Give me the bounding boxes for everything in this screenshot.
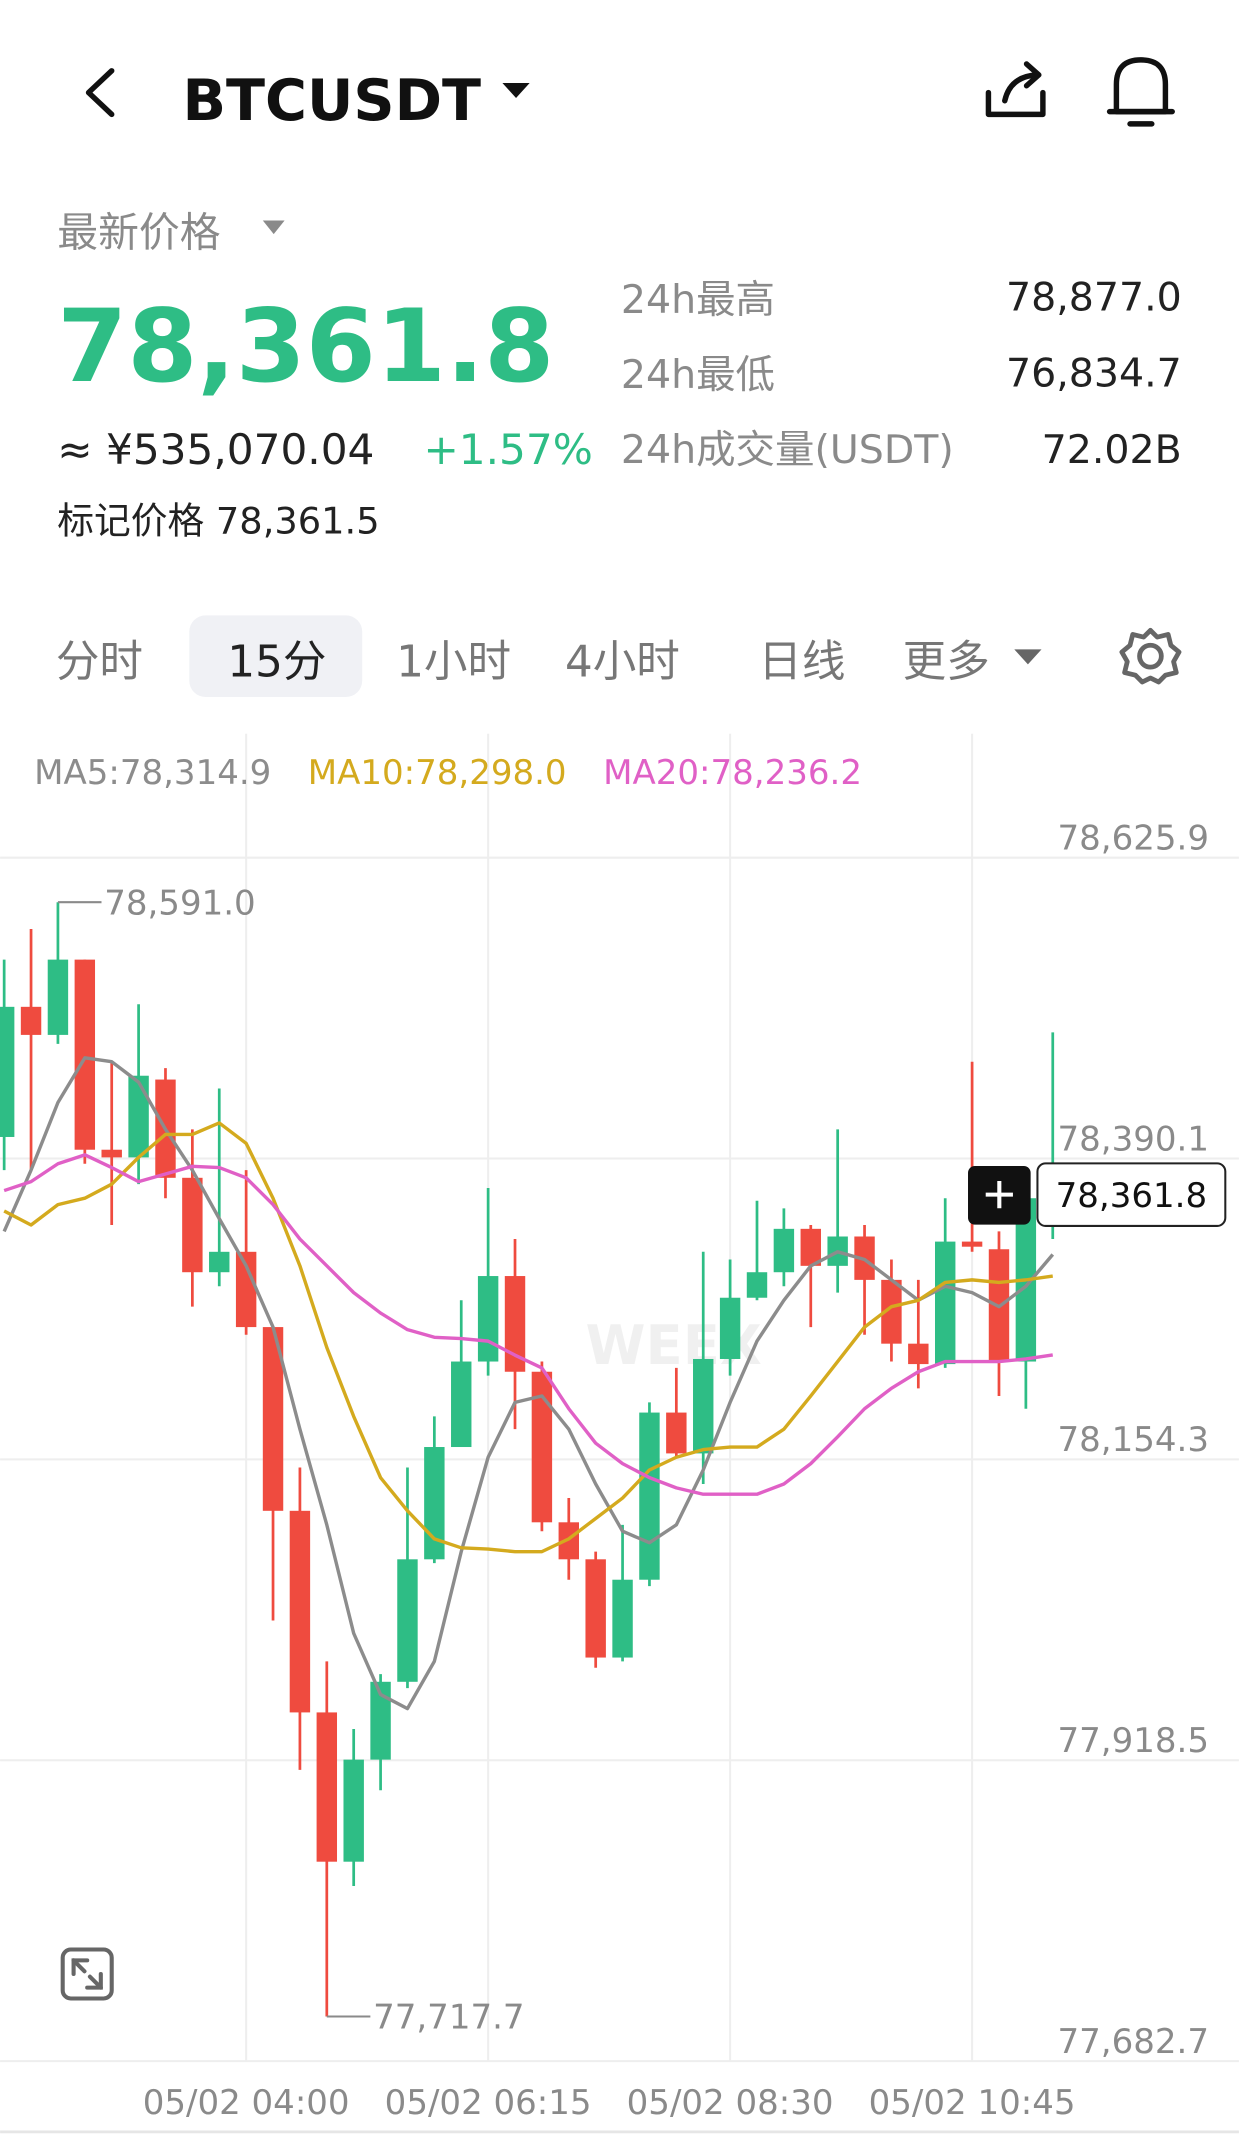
fullscreen-button[interactable]	[60, 1947, 114, 2001]
candle-body	[101, 1149, 122, 1158]
candle-body	[316, 1712, 338, 1862]
last-price-label: 78,361.8	[1056, 1176, 1207, 1216]
settings-button[interactable]	[1119, 627, 1182, 685]
candle-body	[585, 1559, 606, 1658]
legend-entry: MA10:78,298.0	[308, 753, 567, 793]
x-tick-label: 05/02 06:15	[385, 2083, 592, 2123]
stat-label: 24h最低	[621, 352, 775, 398]
candle-body	[558, 1522, 579, 1560]
interval-tab[interactable]: 4小时	[565, 638, 680, 688]
candle-body	[531, 1371, 553, 1523]
back-button[interactable]	[85, 68, 115, 118]
candle-body	[961, 1241, 983, 1247]
candle-body	[0, 1006, 15, 1137]
ma-line	[3, 1153, 1054, 1496]
ma-line	[3, 1121, 1053, 1554]
price-label[interactable]: 最新价格	[57, 208, 220, 256]
candle-body	[666, 1412, 687, 1454]
candle-body	[74, 959, 96, 1150]
candle-body	[908, 1343, 929, 1365]
candle-body	[504, 1276, 526, 1372]
last-price-box	[1036, 1162, 1227, 1227]
candle-body	[746, 1272, 768, 1298]
alert-button[interactable]	[1106, 57, 1175, 127]
y-tick-label: 77,682.7	[1057, 2022, 1208, 2062]
x-tick-label: 05/02 08:30	[627, 2083, 834, 2123]
price-change: +1.57%	[423, 425, 592, 474]
candle-body	[934, 1241, 956, 1365]
extreme-label: 77,717.7	[373, 1998, 524, 2038]
ma-line	[2, 1056, 1055, 1711]
interval-tab[interactable]: 更多	[903, 638, 990, 688]
symbol-title[interactable]: BTCUSDT	[182, 68, 481, 134]
y-tick-label: 78,390.1	[1057, 1119, 1208, 1159]
legend-entry: MA5:78,314.9	[34, 753, 271, 793]
stat-value: 76,834.7	[1006, 351, 1182, 397]
last-price: 78,361.8	[57, 287, 554, 405]
symbol-dropdown[interactable]	[502, 83, 530, 99]
candle-body	[612, 1579, 633, 1658]
interval-tab[interactable]: 15分	[227, 638, 326, 688]
stat-value: 78,877.0	[1006, 274, 1182, 320]
extreme-label: 78,591.0	[104, 883, 255, 923]
candle-body	[639, 1412, 660, 1580]
interval-tab[interactable]: 1小时	[396, 638, 511, 688]
candle-body	[719, 1297, 741, 1359]
candle-body	[128, 1075, 149, 1158]
interval-tab[interactable]: 分时	[56, 638, 143, 688]
cny-price: ≈ ¥535,070.04	[57, 425, 374, 474]
price-label-dropdown[interactable]	[262, 220, 285, 235]
candle-body	[397, 1559, 418, 1682]
candle-body	[773, 1228, 795, 1273]
y-tick-label: 77,918.5	[1057, 1721, 1208, 1761]
candle-body	[209, 1251, 230, 1273]
candle-body	[343, 1759, 364, 1862]
tab-selected-bg	[189, 615, 363, 698]
candle-body	[370, 1681, 391, 1760]
candle-body	[693, 1358, 714, 1454]
share-button[interactable]	[985, 61, 1046, 118]
y-tick-label: 78,154.3	[1057, 1420, 1208, 1460]
stat-label: 24h最高	[621, 277, 775, 323]
mark-price: 标记价格 78,361.5	[57, 500, 379, 543]
candle-body	[182, 1177, 203, 1273]
x-tick-label: 05/02 10:45	[869, 2083, 1076, 2123]
stat-label: 24h成交量(USDT)	[621, 427, 954, 473]
crosshair-plus	[985, 1181, 1013, 1209]
candle-body	[235, 1251, 257, 1328]
legend-entry: MA20:78,236.2	[603, 753, 862, 793]
candle-body	[477, 1276, 499, 1362]
candle-body	[800, 1228, 821, 1266]
candle-body	[289, 1510, 311, 1713]
candle-body	[20, 1006, 42, 1035]
y-tick-label: 78,625.9	[1057, 819, 1208, 859]
candle-body	[881, 1279, 902, 1344]
x-tick-label: 05/02 04:00	[143, 2083, 350, 2123]
candle-body	[451, 1361, 472, 1448]
candle-body	[47, 959, 69, 1035]
candle-body	[262, 1327, 284, 1511]
stat-value: 72.02B	[1042, 427, 1182, 473]
interval-tab[interactable]: 日线	[758, 638, 845, 688]
more-dropdown[interactable]	[1014, 649, 1042, 665]
